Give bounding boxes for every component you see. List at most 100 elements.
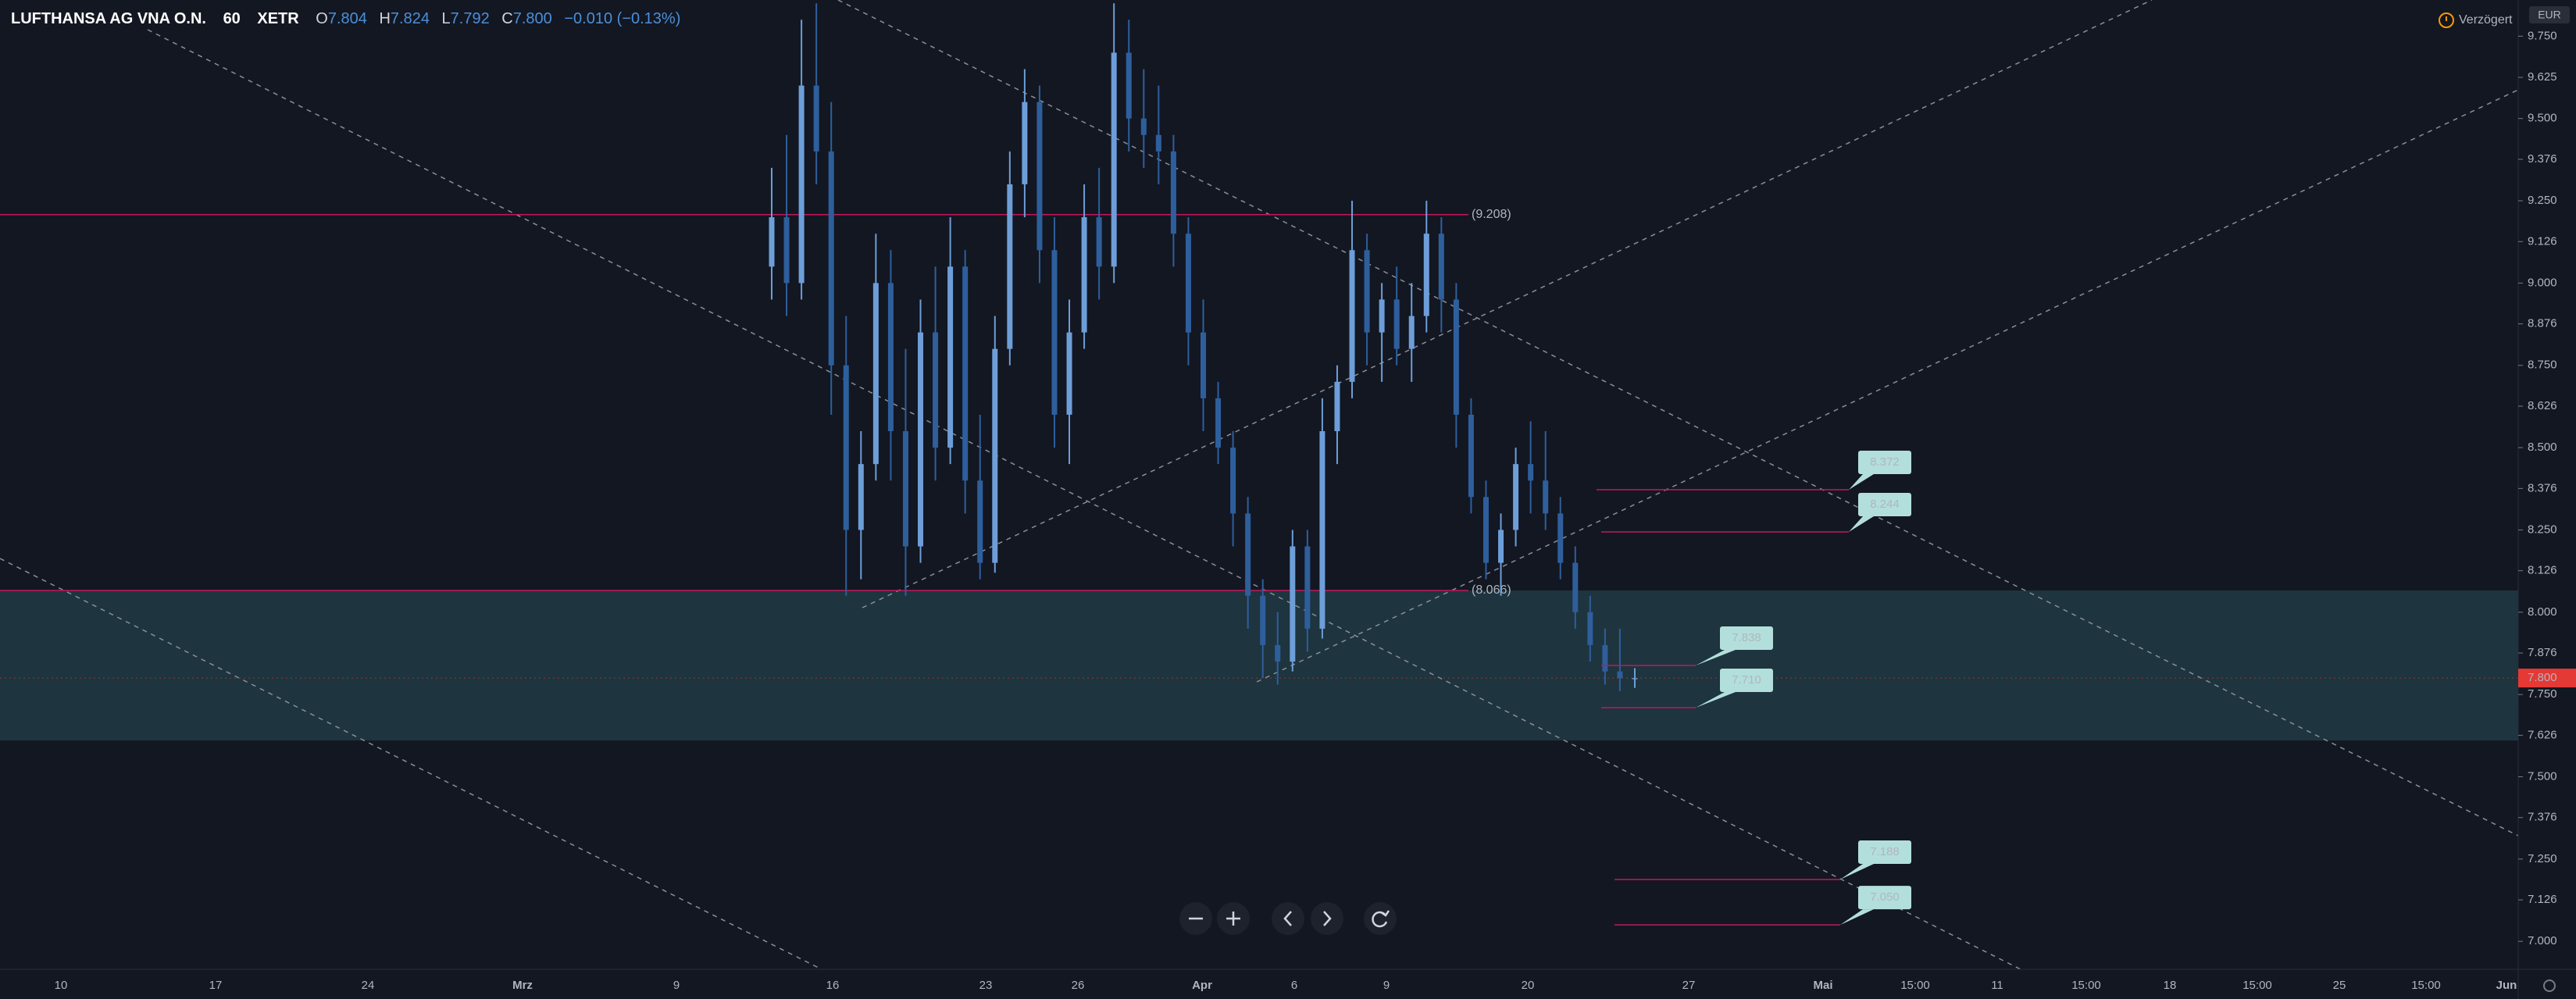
callout-pointer (1840, 863, 1874, 879)
level-label: (9.208) (1472, 208, 1511, 221)
candle-body (962, 266, 969, 481)
y-tick-label: 9.376 (2528, 152, 2557, 166)
reset-icon (1380, 910, 1390, 917)
scroll-right-button[interactable] (1311, 902, 1343, 935)
currency-box (2529, 6, 2570, 23)
x-tick-label: 23 (979, 979, 993, 992)
exchange: XETR (257, 10, 299, 27)
candle-body (1498, 530, 1504, 563)
x-tick-label: 6 (1291, 979, 1297, 992)
candle-body (918, 332, 924, 547)
candle-body (1617, 671, 1623, 679)
candle-body (1408, 316, 1415, 349)
callout-label: 8.372 (1870, 455, 1900, 469)
y-tick-label: 8.000 (2528, 605, 2557, 619)
candle-body (1513, 464, 1519, 530)
candle-body (1275, 644, 1281, 662)
candle-body (1170, 151, 1176, 234)
candle-body (1036, 102, 1043, 251)
candle-body (1051, 250, 1058, 415)
candle-body (1587, 612, 1593, 645)
zone (0, 590, 2518, 741)
callout-box (1858, 840, 1911, 864)
reset-button[interactable] (1364, 902, 1397, 935)
ohlc-value: 7.824 (391, 10, 430, 27)
callout-pointer (1696, 691, 1736, 708)
x-tick-label: 17 (209, 979, 223, 992)
y-tick-label: 7.750 (2528, 687, 2557, 701)
y-tick-label: 9.750 (2528, 29, 2557, 42)
candle-body (902, 431, 908, 547)
callout-box (1720, 668, 1773, 692)
candle-body (769, 217, 775, 267)
y-tick-label: 7.250 (2528, 852, 2557, 865)
settings-button[interactable] (2543, 979, 2556, 992)
candle-body (1468, 414, 1474, 498)
ohlc-value: 7.800 (513, 10, 552, 27)
x-tick-label: Apr (1192, 979, 1212, 992)
callout-pointer (1849, 474, 1874, 491)
x-tick-label: 9 (673, 979, 680, 992)
callout-pointer (1840, 909, 1874, 926)
ohlc-value: 7.792 (451, 10, 490, 27)
candle-body (1230, 448, 1236, 514)
candle-body (858, 464, 864, 530)
x-tick-label: 24 (362, 979, 375, 992)
trend-line (837, 0, 2519, 837)
callout-box (1858, 492, 1911, 516)
scroll-right-icon (1323, 911, 1332, 926)
callout-label: 7.710 (1732, 673, 1761, 687)
candle-body (977, 480, 983, 563)
callout-box (1720, 626, 1773, 651)
callout-pointer (1696, 650, 1736, 666)
x-tick-label: 15:00 (2411, 979, 2441, 992)
change: −0.010 (−0.13%) (564, 10, 680, 27)
trend-line (147, 29, 2021, 970)
candle-body (1304, 546, 1311, 629)
candle-body (1438, 234, 1444, 300)
y-tick-label: 7.876 (2528, 646, 2557, 659)
candle-body (1007, 184, 1013, 349)
callout-label: 8.244 (1870, 498, 1900, 511)
y-tick-label: 8.376 (2528, 481, 2557, 494)
y-tick-label: 9.625 (2528, 70, 2557, 84)
trend-line (0, 558, 822, 970)
candle-body (1126, 52, 1132, 119)
x-tick-label: Mrz (512, 979, 533, 992)
y-tick-label: 7.376 (2528, 811, 2557, 824)
x-tick-label: 10 (55, 979, 68, 992)
y-tick-label: 8.126 (2528, 564, 2557, 577)
candle-body (1290, 546, 1296, 662)
candle-body (1364, 250, 1370, 333)
delay-icon[interactable] (2439, 12, 2454, 28)
trend-line (1256, 89, 2519, 683)
y-tick-label: 9.000 (2528, 276, 2557, 289)
ohlc-key: C (501, 10, 512, 27)
trend-line (862, 0, 2153, 608)
delay-status[interactable]: Verzögert (2459, 13, 2513, 27)
candle-body (1557, 513, 1564, 563)
x-tick-label: 11 (1991, 979, 2003, 992)
y-tick-label: 8.626 (2528, 399, 2557, 412)
candle-body (843, 365, 849, 530)
scroll-left-button[interactable] (1272, 902, 1304, 935)
callout-label: 7.188 (1870, 845, 1900, 858)
y-tick-label: 7.626 (2528, 728, 2557, 741)
candle-body (783, 217, 790, 284)
x-tick-label: 15:00 (2242, 979, 2272, 992)
x-tick-label: 15:00 (2071, 979, 2101, 992)
candle-body (1096, 217, 1102, 267)
candle-body (1543, 480, 1549, 514)
y-tick-label: 8.876 (2528, 317, 2557, 330)
ohlc-key: H (379, 10, 390, 27)
trend-lines (0, 0, 2519, 970)
y-tick-label: 9.250 (2528, 194, 2557, 207)
candle-body (1482, 497, 1489, 563)
x-tick-label: 16 (826, 979, 840, 992)
ohlc-key: O (316, 10, 328, 27)
y-tick-label: 7.000 (2528, 934, 2557, 947)
y-tick-label: 7.500 (2528, 769, 2557, 783)
ohlc-key: L (442, 10, 451, 27)
